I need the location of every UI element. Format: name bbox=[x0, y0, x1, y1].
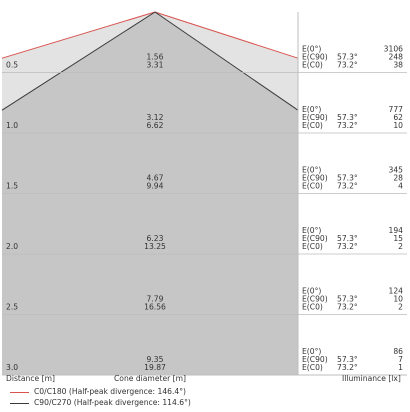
illuminance-value: 38 bbox=[393, 61, 403, 70]
illuminance-label: E(C0) bbox=[302, 61, 323, 70]
illuminance-value: 4 bbox=[398, 182, 403, 191]
illuminance-label: E(C0) bbox=[302, 303, 323, 312]
distance-label: 1.5 bbox=[6, 182, 18, 191]
illuminance-value: 62 bbox=[393, 113, 403, 122]
illuminance-angle: 57.3° bbox=[337, 355, 358, 364]
cone-diameter-c90c270: 13.25 bbox=[144, 242, 166, 251]
illuminance-label: E(C90) bbox=[302, 355, 328, 364]
illuminance-angle: 57.3° bbox=[337, 174, 358, 183]
legend-swatch-c0c180 bbox=[10, 391, 29, 393]
illuminance-label: E(0°) bbox=[302, 45, 321, 54]
distance-label: 2.0 bbox=[6, 242, 18, 251]
cone-diameter-c0c180: 7.79 bbox=[147, 295, 164, 304]
illuminance-label: E(0°) bbox=[302, 226, 321, 235]
illuminance-value: 1 bbox=[398, 363, 403, 372]
illuminance-value: 15 bbox=[393, 234, 403, 243]
distance-label: 2.5 bbox=[6, 303, 18, 312]
illuminance-angle: 73.2° bbox=[337, 182, 358, 191]
cone-diameter-c0c180: 4.67 bbox=[147, 174, 164, 183]
illuminance-angle: 57.3° bbox=[337, 295, 358, 304]
illuminance-label: E(0°) bbox=[302, 347, 321, 356]
illuminance-value: 10 bbox=[393, 121, 403, 130]
cone-diameter-c0c180: 9.35 bbox=[147, 355, 164, 364]
illuminance-label: E(C0) bbox=[302, 363, 323, 372]
illuminance-angle: 73.2° bbox=[337, 303, 358, 312]
illuminance-value: 2 bbox=[398, 242, 403, 251]
illuminance-value: 248 bbox=[389, 53, 404, 62]
illuminance-label: E(C90) bbox=[302, 234, 328, 243]
cone-edge-c90c270-left bbox=[1, 11, 156, 111]
cone-diameter-c90c270: 6.62 bbox=[147, 121, 164, 130]
illuminance-label: E(C90) bbox=[302, 53, 328, 62]
illuminance-value: 345 bbox=[389, 166, 404, 175]
illuminance-label: E(C90) bbox=[302, 113, 328, 122]
illuminance-label: E(C90) bbox=[302, 295, 328, 304]
cone-diameter-c0c180: 1.56 bbox=[147, 53, 164, 62]
illuminance-value: 3106 bbox=[384, 45, 403, 54]
legend-text-c90c270: C90/C270 (Half-peak divergence: 114.6°) bbox=[34, 398, 191, 407]
legend-swatch-c90c270 bbox=[10, 402, 29, 404]
cone-diameter-c90c270: 16.56 bbox=[144, 303, 166, 312]
cone-edge-c0c180-right bbox=[154, 11, 299, 59]
cone-diameter-c90c270: 9.94 bbox=[147, 182, 164, 191]
illuminance-value: 777 bbox=[389, 105, 404, 114]
illuminance-value: 86 bbox=[393, 347, 403, 356]
illuminance-label: E(C90) bbox=[302, 174, 328, 183]
illuminance-value: 2 bbox=[398, 303, 403, 312]
illuminance-angle: 73.2° bbox=[337, 61, 358, 70]
illuminance-axis-label: Illuminance [lx] bbox=[342, 374, 401, 383]
illuminance-angle: 57.3° bbox=[337, 113, 358, 122]
distance-label: 1.0 bbox=[6, 121, 18, 130]
cone-diameter-c90c270: 3.31 bbox=[147, 61, 164, 70]
legend-text-c0c180: C0/C180 (Half-peak divergence: 146.4°) bbox=[34, 387, 187, 396]
illuminance-value: 194 bbox=[389, 226, 404, 235]
illuminance-angle: 57.3° bbox=[337, 234, 358, 243]
diameter-axis-label: Cone diameter [m] bbox=[114, 374, 187, 383]
illuminance-label: E(C0) bbox=[302, 121, 323, 130]
illuminance-label: E(C0) bbox=[302, 242, 323, 251]
illuminance-label: E(0°) bbox=[302, 166, 321, 175]
cone-diameter-c0c180: 6.23 bbox=[147, 234, 164, 243]
legend-item-c0c180: C0/C180 (Half-peak divergence: 146.4°) bbox=[10, 387, 186, 396]
illuminance-label: E(0°) bbox=[302, 105, 321, 114]
distance-axis-label: Distance [m] bbox=[6, 374, 55, 383]
illuminance-angle: 73.2° bbox=[337, 121, 358, 130]
cone-diameter-c90c270: 19.87 bbox=[144, 363, 166, 372]
illuminance-value: 7 bbox=[398, 355, 403, 364]
illuminance-label: E(0°) bbox=[302, 287, 321, 296]
illuminance-label: E(C0) bbox=[302, 182, 323, 191]
distance-label: 3.0 bbox=[6, 363, 18, 372]
legend-item-c90c270: C90/C270 (Half-peak divergence: 114.6°) bbox=[10, 398, 191, 407]
illuminance-angle: 57.3° bbox=[337, 53, 358, 62]
illuminance-value: 124 bbox=[389, 287, 404, 296]
cone-edge-c0c180-left bbox=[1, 11, 156, 59]
illuminance-value: 28 bbox=[393, 174, 403, 183]
distance-label: 0.5 bbox=[6, 61, 18, 70]
cone-diameter-c0c180: 3.12 bbox=[147, 113, 164, 122]
illuminance-angle: 73.2° bbox=[337, 242, 358, 251]
illuminance-value: 10 bbox=[393, 295, 403, 304]
cone-edge-c90c270-right bbox=[154, 11, 299, 111]
illuminance-angle: 73.2° bbox=[337, 363, 358, 372]
